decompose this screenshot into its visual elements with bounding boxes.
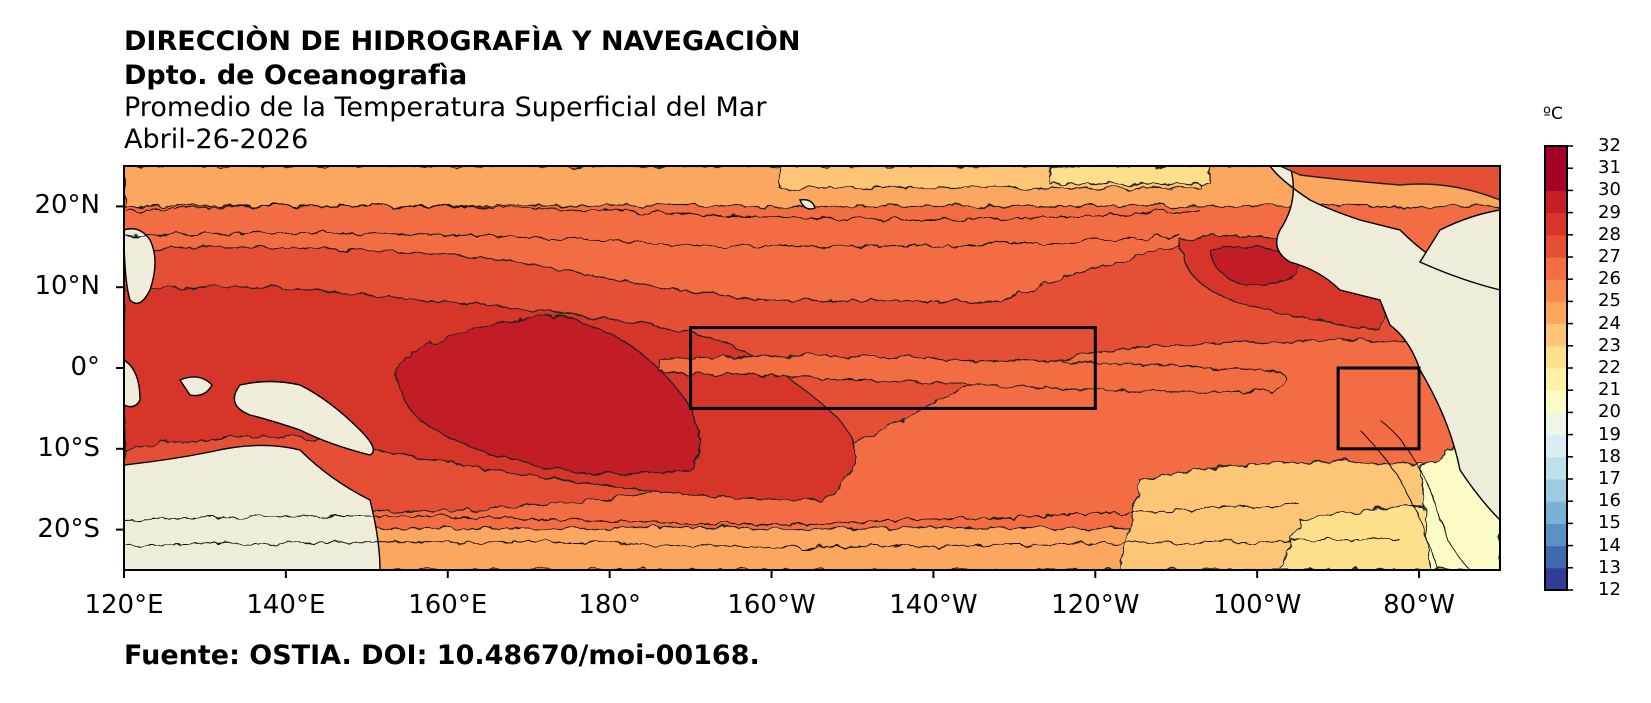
colorbar-segment: [1545, 168, 1567, 191]
x-tick-label: 140°E: [246, 590, 326, 620]
colorbar-segment: [1545, 545, 1567, 569]
colorbar-segment: [1545, 257, 1567, 280]
colorbar-tick-label: 24: [1598, 312, 1621, 334]
colorbar-segment: [1545, 323, 1567, 347]
y-tick-label: 20°N: [34, 190, 100, 221]
sst-region-31: [396, 314, 701, 476]
americas-land: [1190, 166, 1500, 521]
colorbar-tick-label: 27: [1598, 246, 1621, 267]
x-tick-label: 160°W: [727, 590, 816, 620]
colorbar-segment: [1545, 434, 1567, 458]
x-tick-label: 180°: [578, 590, 641, 620]
colorbar-tick-label: 12: [1598, 579, 1621, 600]
colorbar-tick-label: 28: [1598, 223, 1621, 245]
colorbar-tick-label: 17: [1598, 468, 1621, 489]
colorbar-segment: [1545, 212, 1567, 236]
y-tick-label: 10°N: [34, 271, 100, 302]
colorbar-segment: [1545, 479, 1567, 502]
sulawesi-land: [178, 376, 213, 397]
nino-1+2-region: [1336, 366, 1421, 451]
colorbar-segment: [1545, 523, 1567, 547]
colorbar-tick-label: 13: [1598, 556, 1621, 578]
colorbar-tick-label: 25: [1598, 290, 1621, 312]
date-label: Abril-26-2026: [124, 124, 309, 155]
colorbar-segment: [1545, 345, 1567, 369]
sst-field: [124, 166, 1500, 570]
colorbar-tick-label: 31: [1598, 157, 1621, 179]
indonesia-land: [124, 359, 141, 408]
colorbar-segment: [1545, 368, 1567, 391]
isotherm-line: [124, 205, 1201, 220]
isotherm-line: [1359, 429, 1441, 570]
philippines-land: [124, 228, 156, 304]
colorbar-segment: [1545, 146, 1567, 169]
colorbar-tick-label: 29: [1598, 201, 1621, 223]
colorbar-tick-label: 26: [1598, 268, 1621, 290]
sst-equatorial-tongue: [659, 355, 1289, 393]
colorbar-tick-label: 22: [1598, 357, 1621, 378]
region-boxes: [689, 326, 1421, 451]
nino-3.4-region: [689, 326, 1097, 410]
hawaii-land: [799, 198, 816, 210]
x-tick-label: 120°W: [1051, 590, 1140, 620]
colorbar-tick-label: 19: [1598, 423, 1621, 445]
colorbar-segment: [1545, 412, 1567, 436]
colorbar-tick-label: 21: [1598, 379, 1621, 401]
colorbar-segment: [1545, 279, 1567, 302]
x-tick-label: 120°E: [84, 590, 164, 620]
south-america-north: [1418, 209, 1500, 291]
colorbar-segment: [1545, 390, 1567, 413]
y-tick-label: 20°S: [37, 513, 100, 544]
isotherm-line: [124, 539, 1401, 549]
colorbar-segment: [1545, 456, 1567, 480]
colorbar-tick-label: 23: [1598, 334, 1621, 356]
colorbar-tick-label: 16: [1598, 490, 1621, 512]
isotherm-line: [124, 504, 1301, 526]
institution-title: DIRECCIÒN DE HIDROGRAFÌA Y NAVEGACIÒN: [124, 26, 801, 57]
isotherm-line: [124, 232, 1181, 247]
colorbar-segment: [1545, 501, 1567, 524]
product-title: Promedio de la Temperatura Superficial d…: [124, 92, 767, 123]
new-guinea-land: [233, 380, 374, 456]
colorbar-segment: [1545, 190, 1567, 214]
sst-band-north-24: [1049, 166, 1211, 185]
isotherm-line: [1379, 419, 1471, 570]
land: [124, 166, 1500, 570]
australia-land: [124, 444, 381, 570]
sst-region-31-east: [1209, 246, 1301, 287]
department-title: Dpto. de Oceanografìa: [124, 60, 468, 91]
x-tick-label: 140°W: [889, 590, 978, 620]
gulf-of-mexico: [1279, 166, 1500, 201]
colorbar-tick-label: 18: [1598, 445, 1621, 467]
isotherms: [124, 205, 1471, 570]
colorbar: [1544, 145, 1573, 591]
colorbar-unit: ºC: [1543, 104, 1563, 124]
y-tick-label: 10°S: [37, 432, 100, 463]
colorbar-tick-label: 30: [1598, 179, 1621, 201]
source-credit: Fuente: OSTIA. DOI: 10.48670/moi-00168.: [124, 640, 760, 671]
x-tick-label: 160°E: [408, 590, 488, 620]
colorbar-tick-label: 14: [1598, 534, 1621, 556]
colorbar-segment: [1545, 567, 1567, 591]
colorbar-tick-label: 32: [1598, 135, 1621, 156]
colorbar-segment: [1545, 234, 1567, 258]
x-tick-label: 80°W: [1383, 590, 1455, 620]
y-tick-label: 0°: [70, 352, 100, 382]
colorbar-segment: [1545, 301, 1567, 325]
x-tick-label: 100°W: [1213, 590, 1302, 620]
colorbar-tick-label: 20: [1598, 401, 1621, 423]
axis-ticks: [116, 205, 1421, 578]
colorbar-tick-label: 15: [1598, 512, 1621, 534]
